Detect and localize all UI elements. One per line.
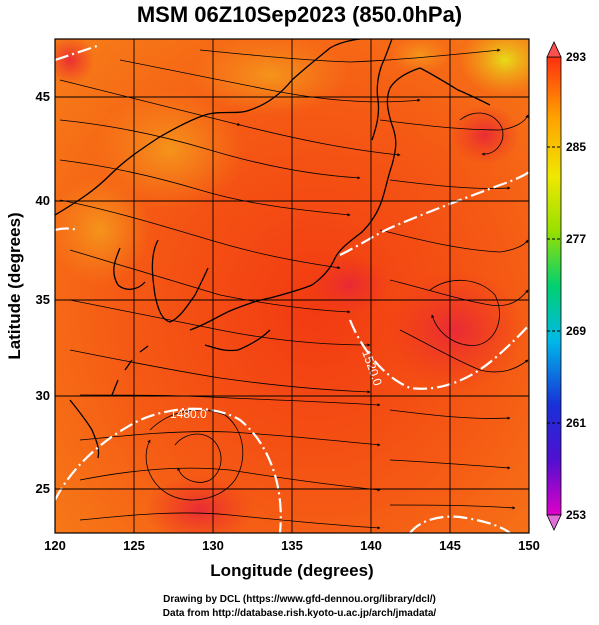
- x-tick-150: 150: [518, 538, 540, 553]
- geopotential-contours: [55, 43, 529, 533]
- plot-frame: [54, 38, 530, 534]
- credits: Drawing by DCL (https://www.gfd-dennou.o…: [0, 593, 599, 621]
- x-axis-label: Longitude (degrees): [210, 561, 373, 580]
- colorbar-label-269: 269: [566, 324, 586, 338]
- y-tick-35: 35: [36, 292, 50, 307]
- colorbar-label-293: 293: [566, 50, 586, 64]
- y-tick-40: 40: [36, 193, 50, 208]
- y-tick-30: 30: [36, 388, 50, 403]
- x-tick-120: 120: [44, 538, 66, 553]
- x-tick-130: 130: [202, 538, 224, 553]
- plot-area: 1480.0 1520.0: [55, 39, 529, 533]
- credit-drawing: Drawing by DCL (https://www.gfd-dennou.o…: [163, 594, 436, 605]
- y-tick-45: 45: [36, 89, 50, 104]
- x-tick-140: 140: [360, 538, 382, 553]
- credit-data-source: Data from http://database.rish.kyoto-u.a…: [162, 608, 437, 619]
- colorbar-label-285: 285: [566, 140, 586, 154]
- colorbar-label-277: 277: [566, 232, 586, 246]
- colorbar-label-253: 253: [566, 508, 586, 522]
- wind-streamlines: [59, 48, 529, 530]
- colorbar: 293 285 277 269 261 253: [546, 41, 586, 531]
- y-tick-labels: 25 30 35 40 45: [36, 89, 50, 496]
- coastlines: [55, 39, 491, 459]
- colorbar-label-261: 261: [566, 416, 586, 430]
- x-tick-125: 125: [123, 538, 145, 553]
- x-tick-labels: 120 125 130 135 140 145 150: [44, 538, 540, 553]
- graticule: [55, 39, 529, 533]
- colorbar-top-arrow: [546, 41, 562, 58]
- y-tick-25: 25: [36, 481, 50, 496]
- contour-label-1480: 1480.0: [170, 407, 207, 421]
- colorbar-bottom-arrow: [546, 514, 562, 531]
- y-axis-label: Latitude (degrees): [5, 212, 24, 359]
- map-title: MSM 06Z10Sep2023 (850.0hPa): [136, 2, 463, 27]
- x-tick-135: 135: [281, 538, 303, 553]
- x-tick-145: 145: [439, 538, 461, 553]
- temperature-patches: [55, 39, 529, 533]
- colorbar-gradient: [546, 56, 562, 516]
